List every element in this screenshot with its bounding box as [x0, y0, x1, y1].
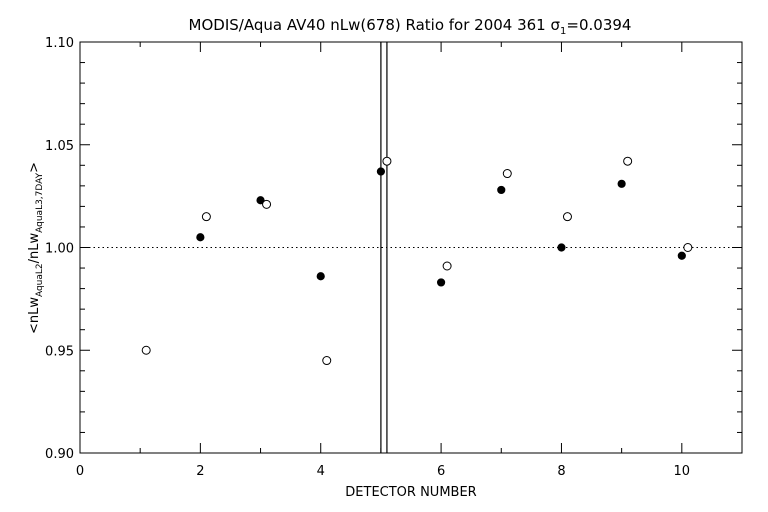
filled-point — [196, 233, 205, 242]
x-tick-label: 10 — [674, 464, 691, 479]
open-point — [502, 169, 512, 179]
x-tick-label: 0 — [76, 464, 84, 479]
filled-point — [497, 185, 506, 195]
open-point — [683, 243, 693, 252]
filled-point — [376, 167, 386, 176]
axis-ticks — [79, 41, 743, 454]
filled-point — [557, 243, 566, 252]
filled-point — [617, 179, 626, 188]
x-tick-label: 8 — [557, 464, 565, 479]
y-tick-labels: 0.90 0.95 1.00 1.05 1.10 — [45, 36, 74, 462]
x-tick-labels: 0 2 4 6 8 10 — [76, 464, 690, 479]
x-axis-label: DETECTOR NUMBER — [345, 485, 476, 500]
chart-title: MODIS/Aqua AV40 nLw(678) Ratio for 2004 … — [189, 16, 632, 37]
open-point — [322, 356, 332, 366]
open-point — [141, 345, 151, 355]
y-tick-label: 0.90 — [45, 447, 74, 462]
open-point — [442, 261, 452, 271]
filled-point — [677, 251, 686, 260]
x-tick-label: 6 — [437, 464, 445, 479]
filled-point — [316, 272, 325, 281]
filled-point — [256, 196, 265, 205]
x-tick-label: 2 — [196, 464, 204, 479]
y-tick-label: 0.95 — [45, 344, 74, 359]
data-points — [141, 156, 693, 366]
open-point — [201, 212, 211, 222]
open-point — [262, 199, 272, 209]
x-tick-label: 4 — [317, 464, 325, 479]
y-tick-label: 1.10 — [45, 36, 74, 51]
open-point — [382, 156, 392, 166]
open-point — [562, 212, 572, 222]
y-tick-label: 1.05 — [45, 139, 74, 154]
y-tick-label: 1.00 — [45, 242, 74, 257]
vertical-lines — [380, 42, 388, 453]
filled-point — [436, 278, 446, 287]
open-point — [623, 156, 633, 166]
y-axis-label: <nLwAquaL2/nLwAquaL3,7DAY> — [27, 162, 45, 334]
